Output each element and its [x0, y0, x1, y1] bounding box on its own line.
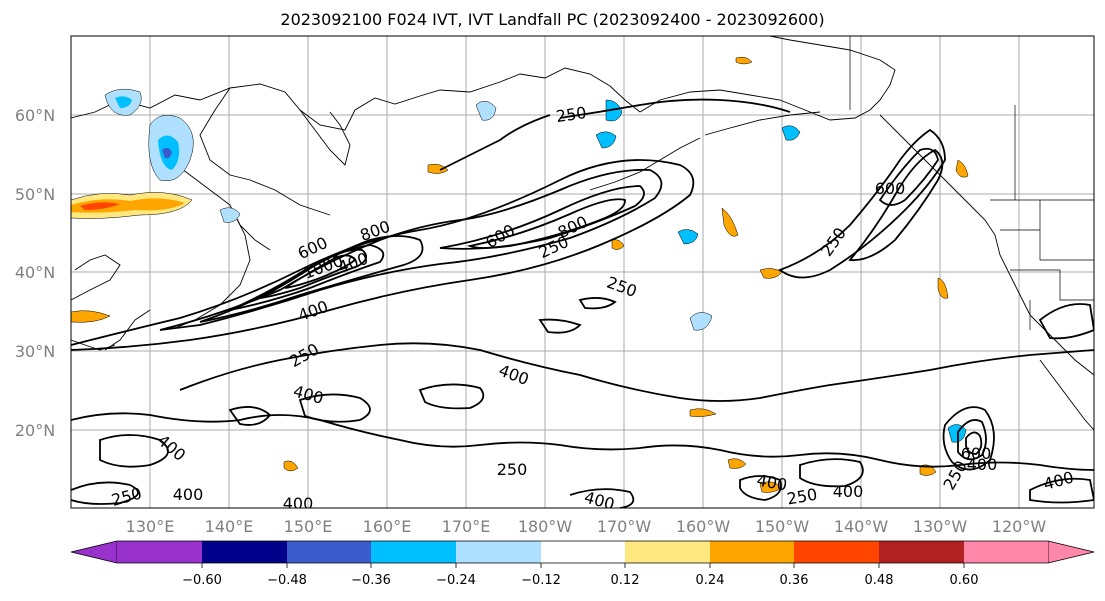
colorbar-ticks: [201, 563, 965, 568]
pc-negative-patches: [104, 88, 967, 443]
pc-positive-patches: [71, 56, 969, 493]
lon-label: 150°W: [755, 517, 810, 536]
lon-label: 150°E: [284, 517, 333, 536]
colorbar-tick-label: 0.48: [865, 573, 894, 588]
lon-label: 160°W: [676, 517, 731, 536]
lat-label: 50°N: [15, 185, 55, 204]
lon-label: 180°W: [518, 517, 573, 536]
colorbar-tick-label: −0.12: [521, 573, 561, 588]
contour-label: 400: [173, 485, 204, 504]
lon-label: 140°W: [834, 517, 889, 536]
colorbar-segment: [117, 541, 202, 563]
lat-label: 30°N: [15, 342, 55, 361]
lon-label: 130°E: [126, 517, 175, 536]
lat-label: 60°N: [15, 106, 55, 125]
colorbar-segment: [964, 541, 1048, 563]
colorbar-segment: [710, 541, 794, 563]
colorbar-segment: [202, 541, 287, 563]
colorbar-tick-label: 0.24: [696, 573, 725, 588]
lon-label: 140°E: [205, 517, 254, 536]
colorbar-segment: [456, 541, 541, 563]
longitude-labels: 130°E 140°E 150°E 160°E 170°E 180°W 170°…: [126, 517, 1047, 536]
colorbar-tick-label: −0.36: [351, 573, 391, 588]
colorbar-tick-label: −0.60: [182, 573, 222, 588]
colorbar-segment: [879, 541, 964, 563]
colorbar-tick-label: 0.60: [950, 573, 979, 588]
colorbar-tick-labels: −0.60 −0.48 −0.36 −0.24 −0.12 0.12 0.24 …: [182, 573, 978, 588]
map-title: 2023092100 F024 IVT, IVT Landfall PC (20…: [280, 10, 825, 29]
lon-label: 160°E: [363, 517, 412, 536]
colorbar-segment: [287, 541, 371, 563]
lat-label: 40°N: [15, 263, 55, 282]
lat-label: 20°N: [15, 421, 55, 440]
contour-label: 600: [875, 179, 906, 198]
colorbar-segment: [794, 541, 879, 563]
contour-label: 400: [967, 455, 998, 474]
colorbar-extend-high: [1047, 540, 1095, 564]
lon-label: 170°E: [442, 517, 491, 536]
contour-label: 250: [497, 460, 528, 479]
contour-label: 400: [283, 494, 314, 513]
ivt-contours: [71, 98, 1094, 508]
contour-label: 400: [582, 488, 616, 514]
colorbar-tick-label: 0.12: [611, 573, 640, 588]
map-frame: [70, 35, 1095, 509]
colorbar-tick-label: −0.48: [267, 573, 307, 588]
colorbar-tick-label: −0.24: [436, 573, 476, 588]
colorbar-segment: [371, 541, 456, 563]
lon-label: 170°W: [597, 517, 652, 536]
contour-label: 600: [961, 444, 992, 463]
colorbar: −0.60 −0.48 −0.36 −0.24 −0.12 0.12 0.24 …: [70, 540, 1095, 588]
colorbar-segment: [541, 541, 625, 563]
contour-label: 400: [833, 482, 864, 501]
colorbar-extend-low: [70, 540, 118, 564]
colorbar-segment: [625, 541, 710, 563]
contour-label: 250: [555, 103, 588, 126]
contour-label: 250: [785, 485, 818, 509]
colorbar-tick-label: 0.36: [780, 573, 809, 588]
latitude-labels: 60°N 50°N 40°N 30°N 20°N: [15, 106, 55, 440]
lon-label: 120°W: [992, 517, 1047, 536]
lon-label: 130°W: [913, 517, 968, 536]
borders: [849, 36, 1094, 330]
